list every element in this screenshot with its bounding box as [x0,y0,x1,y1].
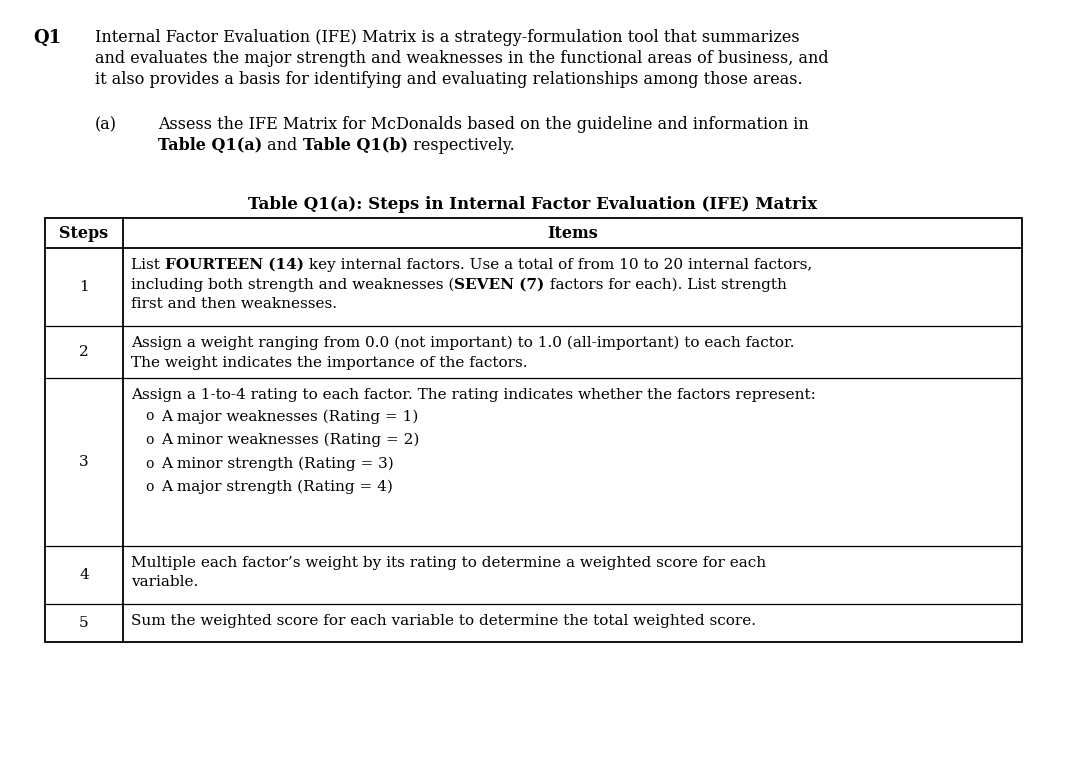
Text: A major strength (Rating = 4): A major strength (Rating = 4) [161,480,393,495]
Text: SEVEN (7): SEVEN (7) [455,278,544,291]
Text: Table Q1(b): Table Q1(b) [303,137,408,154]
Text: FOURTEEN (14): FOURTEEN (14) [164,258,304,272]
Text: 1: 1 [79,280,89,294]
Text: The weight indicates the importance of the factors.: The weight indicates the importance of t… [131,355,527,370]
Bar [45,218,1022,642]
Text: it also provides a basis for identifying and evaluating relationships among thos: it also provides a basis for identifying… [95,71,802,88]
Text: Assign a weight ranging from 0.0 (not important) to 1.0 (all-important) to each : Assign a weight ranging from 0.0 (not im… [131,336,795,351]
Text: and: and [262,137,303,154]
Text: o: o [145,410,154,423]
Text: o: o [145,433,154,447]
Text: Assess the IFE Matrix for McDonalds based on the guideline and information in: Assess the IFE Matrix for McDonalds base… [158,116,809,133]
Text: factors for each). List strength: factors for each). List strength [544,278,786,292]
Text: (a): (a) [95,116,117,133]
Text: 4: 4 [79,568,89,582]
Text: Multiple each factor’s weight by its rating to determine a weighted score for ea: Multiple each factor’s weight by its rat… [131,556,766,570]
Text: Q1: Q1 [33,29,61,47]
Text: List: List [131,258,164,272]
Text: 3: 3 [79,455,89,469]
Text: including both strength and weaknesses (: including both strength and weaknesses ( [131,278,455,292]
Text: o: o [145,480,154,494]
Text: o: o [145,456,154,470]
Text: respectively.: respectively. [408,137,514,154]
Text: key internal factors. Use a total of from 10 to 20 internal factors,: key internal factors. Use a total of fro… [304,258,812,272]
Text: 2: 2 [79,345,89,359]
Text: Assign a 1-to-4 rating to each factor. The rating indicates whether the factors : Assign a 1-to-4 rating to each factor. T… [131,388,816,402]
Text: Sum the weighted score for each variable to determine the total weighted score.: Sum the weighted score for each variable… [131,614,757,628]
Text: and evaluates the major strength and weaknesses in the functional areas of busin: and evaluates the major strength and wea… [95,50,829,67]
Text: A major weaknesses (Rating = 1): A major weaknesses (Rating = 1) [161,410,418,424]
Text: 5: 5 [79,616,89,630]
Text: A minor weaknesses (Rating = 2): A minor weaknesses (Rating = 2) [161,433,419,447]
Text: Table Q1(a): Steps in Internal Factor Evaluation (IFE) Matrix: Table Q1(a): Steps in Internal Factor Ev… [249,196,817,213]
Text: A minor strength (Rating = 3): A minor strength (Rating = 3) [161,456,394,471]
Text: Internal Factor Evaluation (IFE) Matrix is a strategy-formulation tool that summ: Internal Factor Evaluation (IFE) Matrix … [95,29,799,46]
Text: Table Q1(a): Table Q1(a) [158,137,262,154]
Text: variable.: variable. [131,575,198,590]
Text: first and then weaknesses.: first and then weaknesses. [131,297,337,311]
Text: Steps: Steps [60,225,109,242]
Text: Items: Items [547,225,598,242]
